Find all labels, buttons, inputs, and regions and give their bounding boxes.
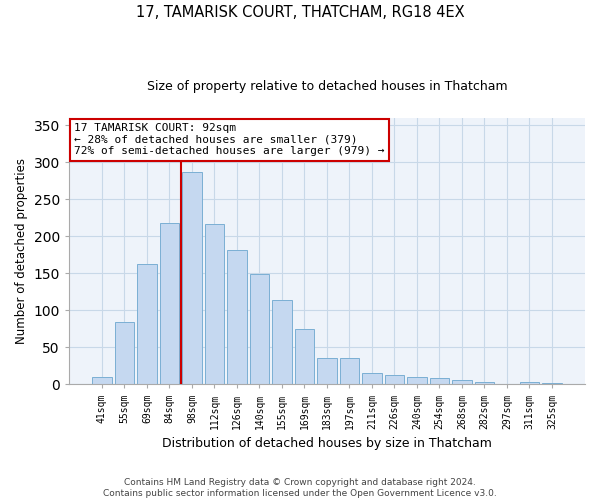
Bar	[182, 172, 202, 384]
Bar	[250, 274, 269, 384]
Y-axis label: Number of detached properties: Number of detached properties	[15, 158, 28, 344]
Bar	[452, 380, 472, 384]
Text: Contains HM Land Registry data © Crown copyright and database right 2024.
Contai: Contains HM Land Registry data © Crown c…	[103, 478, 497, 498]
Text: 17, TAMARISK COURT, THATCHAM, RG18 4EX: 17, TAMARISK COURT, THATCHAM, RG18 4EX	[136, 5, 464, 20]
Bar	[115, 322, 134, 384]
Bar	[542, 383, 562, 384]
Bar	[362, 372, 382, 384]
X-axis label: Distribution of detached houses by size in Thatcham: Distribution of detached houses by size …	[162, 437, 492, 450]
Bar	[160, 223, 179, 384]
Text: 17 TAMARISK COURT: 92sqm
← 28% of detached houses are smaller (379)
72% of semi-: 17 TAMARISK COURT: 92sqm ← 28% of detach…	[74, 123, 385, 156]
Bar	[317, 358, 337, 384]
Bar	[272, 300, 292, 384]
Bar	[227, 250, 247, 384]
Bar	[430, 378, 449, 384]
Bar	[475, 382, 494, 384]
Bar	[340, 358, 359, 384]
Bar	[520, 382, 539, 384]
Bar	[92, 377, 112, 384]
Bar	[385, 375, 404, 384]
Bar	[205, 224, 224, 384]
Bar	[295, 329, 314, 384]
Title: Size of property relative to detached houses in Thatcham: Size of property relative to detached ho…	[146, 80, 507, 93]
Bar	[407, 377, 427, 384]
Bar	[137, 264, 157, 384]
